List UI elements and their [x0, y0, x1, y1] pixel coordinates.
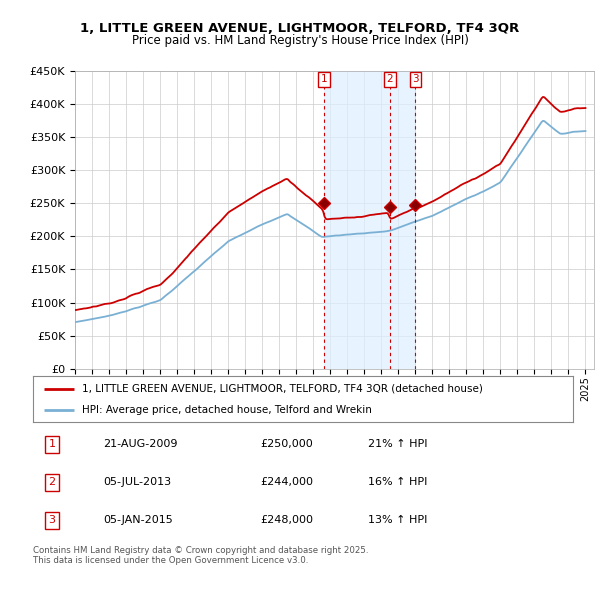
- Text: 1, LITTLE GREEN AVENUE, LIGHTMOOR, TELFORD, TF4 3QR: 1, LITTLE GREEN AVENUE, LIGHTMOOR, TELFO…: [80, 22, 520, 35]
- Text: Price paid vs. HM Land Registry's House Price Index (HPI): Price paid vs. HM Land Registry's House …: [131, 34, 469, 47]
- Text: 13% ↑ HPI: 13% ↑ HPI: [368, 515, 427, 525]
- Text: 3: 3: [412, 74, 419, 84]
- Text: Contains HM Land Registry data © Crown copyright and database right 2025.
This d: Contains HM Land Registry data © Crown c…: [33, 546, 368, 565]
- Text: 3: 3: [49, 515, 55, 525]
- Text: 2: 2: [49, 477, 55, 487]
- Text: £248,000: £248,000: [260, 515, 313, 525]
- Text: £250,000: £250,000: [260, 440, 313, 450]
- Text: £244,000: £244,000: [260, 477, 313, 487]
- Text: 2: 2: [386, 74, 393, 84]
- Text: 1: 1: [49, 440, 55, 450]
- Text: 21% ↑ HPI: 21% ↑ HPI: [368, 440, 427, 450]
- Text: 05-JUL-2013: 05-JUL-2013: [103, 477, 172, 487]
- Text: HPI: Average price, detached house, Telford and Wrekin: HPI: Average price, detached house, Telf…: [82, 405, 371, 415]
- Text: 21-AUG-2009: 21-AUG-2009: [103, 440, 178, 450]
- Text: 16% ↑ HPI: 16% ↑ HPI: [368, 477, 427, 487]
- Text: 1: 1: [321, 74, 328, 84]
- Text: 1, LITTLE GREEN AVENUE, LIGHTMOOR, TELFORD, TF4 3QR (detached house): 1, LITTLE GREEN AVENUE, LIGHTMOOR, TELFO…: [82, 384, 482, 394]
- Bar: [324, 71, 415, 369]
- Text: 05-JAN-2015: 05-JAN-2015: [103, 515, 173, 525]
